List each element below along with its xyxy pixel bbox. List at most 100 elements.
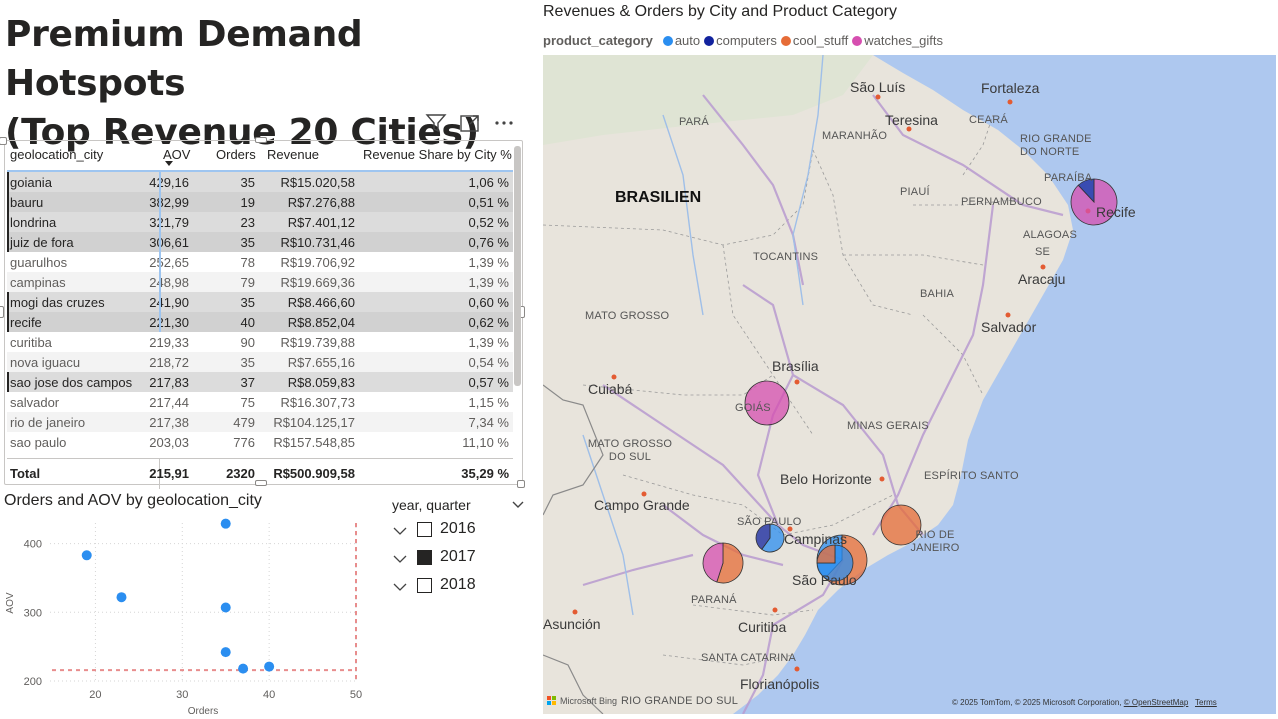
- scatter-point[interactable]: [220, 647, 231, 658]
- map-pie-slice[interactable]: [816, 544, 836, 564]
- cell-revenue: R$104.125,17: [273, 415, 355, 430]
- map-pie-slice[interactable]: [702, 542, 724, 583]
- filter-icon[interactable]: [424, 111, 448, 135]
- y-tick-label: 200: [24, 676, 42, 688]
- cell-aov: 252,65: [149, 255, 189, 270]
- table-scrollbar[interactable]: [514, 146, 521, 386]
- table-row[interactable]: juiz de fora 306,61 35 R$10.731,46 0,76 %: [7, 232, 513, 252]
- table-row[interactable]: nova iguacu 218,72 35 R$7.655,16 0,54 %: [7, 352, 513, 372]
- map-pie-slice[interactable]: [744, 380, 790, 426]
- table-row[interactable]: rio de janeiro 217,38 479 R$104.125,17 7,34 …: [7, 412, 513, 432]
- slicer-item-label: 2018: [440, 576, 476, 593]
- cell-city: guarulhos: [10, 255, 68, 270]
- resize-handle-top[interactable]: [255, 137, 267, 143]
- scatter-title: Orders and AOV by geolocation_city: [4, 492, 262, 509]
- focus-mode-icon[interactable]: [458, 111, 482, 135]
- cell-aov: 217,44: [149, 395, 189, 410]
- map-label-state: SE: [1035, 246, 1051, 258]
- legend-item[interactable]: watches_gifts: [852, 33, 943, 48]
- total-orders: 2320: [226, 466, 255, 481]
- checkbox[interactable]: [417, 550, 432, 565]
- resize-handle-corner[interactable]: [0, 137, 7, 145]
- scatter-chart[interactable]: 20 30 40 50 200 300 400 Orders AOV: [0, 515, 380, 719]
- cell-revenue: R$8.466,60: [287, 295, 355, 310]
- scatter-point[interactable]: [238, 663, 249, 674]
- column-header-share[interactable]: Revenue Share by City %: [363, 147, 512, 162]
- table-row[interactable]: salvador 217,44 75 R$16.307,73 1,15 %: [7, 392, 513, 412]
- chevron-down-icon[interactable]: [392, 551, 408, 567]
- column-header-orders[interactable]: Orders: [216, 147, 256, 162]
- cell-share: 1,15 %: [468, 395, 509, 410]
- cell-share: 1,39 %: [468, 255, 509, 270]
- map-pie-slice[interactable]: [761, 523, 785, 553]
- chevron-down-icon[interactable]: [510, 497, 526, 513]
- resize-handle-left[interactable]: [0, 306, 4, 318]
- cell-orders: 35: [240, 175, 255, 190]
- table-row[interactable]: londrina 321,79 23 R$7.401,12 0,52 %: [7, 212, 513, 232]
- scatter-point[interactable]: [116, 592, 127, 603]
- cell-city: salvador: [10, 395, 60, 410]
- cell-aov: 429,16: [149, 175, 189, 190]
- sort-descending-icon: [165, 161, 173, 166]
- scatter-point[interactable]: [220, 518, 231, 529]
- cell-orders: 75: [240, 395, 255, 410]
- terms-link[interactable]: Terms: [1195, 698, 1217, 707]
- total-aov: 215,91: [149, 466, 189, 481]
- table-row[interactable]: recife 221,30 40 R$8.852,04 0,62 %: [7, 312, 513, 332]
- map-pie-slice[interactable]: [880, 504, 922, 546]
- more-options-icon[interactable]: [492, 111, 516, 135]
- checkbox[interactable]: [417, 578, 432, 593]
- resize-handle-bottom[interactable]: [255, 480, 267, 486]
- cell-aov: 217,38: [149, 415, 189, 430]
- city-table: geolocation_city AOV Orders Revenue Reve…: [7, 141, 513, 489]
- map-label-state: PIAUÍ: [900, 186, 930, 198]
- table-row[interactable]: mogi das cruzes 241,90 35 R$8.466,60 0,60 %: [7, 292, 513, 312]
- table-row[interactable]: guarulhos 252,65 78 R$19.706,92 1,39 %: [7, 252, 513, 272]
- table-row[interactable]: bauru 382,99 19 R$7.276,88 0,51 %: [7, 192, 513, 212]
- table-row[interactable]: curitiba 219,33 90 R$19.739,88 1,39 %: [7, 332, 513, 352]
- table-row[interactable]: sao paulo 203,03 776 R$157.548,85 11,10 %: [7, 432, 513, 452]
- page-title-line-1: Premium Demand Hotspots: [5, 14, 363, 104]
- table-row[interactable]: campinas 248,98 79 R$19.669,36 1,39 %: [7, 272, 513, 292]
- openstreetmap-link[interactable]: © OpenStreetMap: [1123, 698, 1189, 707]
- cell-aov: 203,03: [149, 435, 189, 450]
- column-header-revenue[interactable]: Revenue: [267, 147, 320, 162]
- city-table-visual[interactable]: geolocation_city AOV Orders Revenue Reve…: [0, 137, 525, 489]
- cell-aov: 217,83: [149, 375, 189, 390]
- cell-orders: 79: [240, 275, 255, 290]
- map-legend: product_category auto computers cool_stuff…: [543, 33, 947, 48]
- checkbox[interactable]: [417, 522, 432, 537]
- slicer-item[interactable]: 2018: [390, 575, 530, 601]
- map-visual[interactable]: BRASILIEN São Luís Fortaleza Teresina Re…: [543, 55, 1276, 714]
- cell-revenue: R$7.401,12: [287, 215, 355, 230]
- map-label-state: RIO GRANDE DO NORTE: [1020, 133, 1092, 158]
- table-row[interactable]: sao jose dos campos 217,83 37 R$8.059,83 0,5…: [7, 372, 513, 392]
- map-pie-slice[interactable]: [755, 523, 771, 550]
- cell-city: curitiba: [10, 335, 52, 350]
- slicer-item[interactable]: 2016: [390, 519, 530, 545]
- map-label-country: BRASILIEN: [615, 189, 702, 206]
- cell-orders: 78: [240, 255, 255, 270]
- column-header-aov[interactable]: AOV: [163, 147, 191, 162]
- slicer-item[interactable]: 2017: [390, 547, 530, 573]
- y-tick-label: 400: [24, 539, 42, 551]
- resize-handle-corner[interactable]: [517, 480, 525, 488]
- cell-revenue: R$8.852,04: [287, 315, 355, 330]
- scatter-point[interactable]: [81, 550, 92, 561]
- map-pie-slice[interactable]: [1077, 178, 1095, 204]
- scatter-point[interactable]: [264, 661, 275, 672]
- cell-share: 0,52 %: [468, 215, 509, 230]
- legend-item[interactable]: auto: [662, 33, 700, 48]
- scatter-point[interactable]: [220, 602, 231, 613]
- cell-orders: 40: [240, 315, 255, 330]
- map-label-state: MATO GROSSO: [585, 310, 670, 322]
- page-title: Premium Demand Hotspots (Top Revenue 20 …: [5, 10, 535, 157]
- chevron-down-icon[interactable]: [392, 523, 408, 539]
- legend-item[interactable]: cool_stuff: [780, 33, 848, 48]
- column-header-city[interactable]: geolocation_city: [10, 147, 104, 162]
- legend-item[interactable]: computers: [704, 33, 777, 48]
- map-label-city: Teresina: [885, 112, 938, 128]
- table-row[interactable]: goiania 429,16 35 R$15.020,58 1,06 %: [7, 172, 513, 192]
- chevron-down-icon[interactable]: [392, 579, 408, 595]
- cell-city: sao paulo: [10, 435, 67, 450]
